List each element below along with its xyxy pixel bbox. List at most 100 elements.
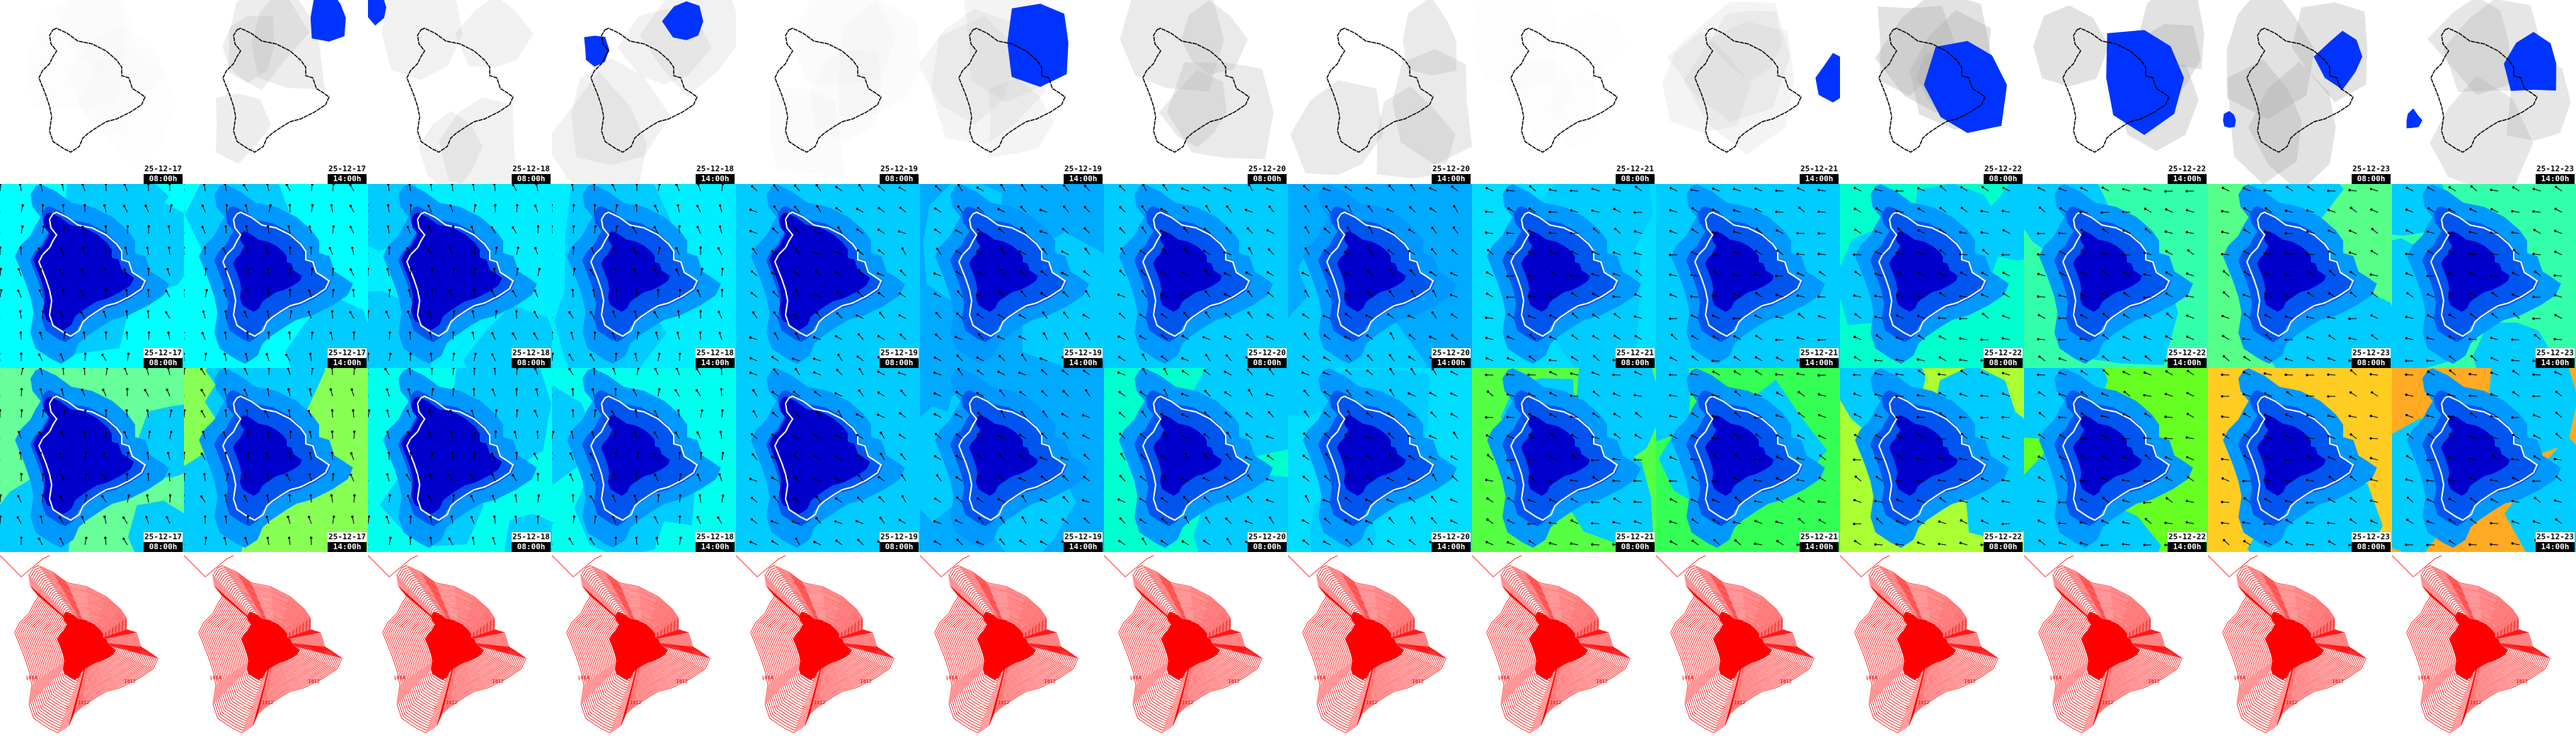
pressure-core [1161, 611, 1220, 680]
map-cell-pressure: 1014 1012 1012 [1840, 552, 2024, 736]
timestamp-time: 14:00h [2536, 542, 2575, 552]
map-cell-wind: 25-12-17 08:00h [0, 184, 184, 368]
contour-label: 1014 [945, 675, 958, 681]
wind-map [368, 184, 552, 368]
precipitation-map [552, 0, 736, 184]
precip-area [2313, 30, 2363, 90]
coastline [590, 395, 698, 522]
timestamp-date: 25-12-23 [2352, 348, 2391, 358]
pressure-contour [920, 555, 970, 577]
pressure-contour [1840, 555, 1890, 577]
timestamp: 25-12-23 14:00h [2536, 348, 2575, 368]
timestamp-date: 25-12-19 [1064, 348, 1103, 358]
timestamp-date: 25-12-22 [1984, 348, 2023, 358]
wind-core [969, 415, 1038, 496]
timestamp-time: 14:00h [1064, 358, 1103, 368]
map-cell-gusts: 25-12-20 14:00h [1288, 368, 1472, 552]
pressure-core [2081, 611, 2140, 680]
timestamp: 25-12-19 14:00h [1064, 348, 1103, 368]
coastline [1694, 28, 1802, 153]
timestamp-date: 25-12-23 [2536, 164, 2575, 174]
wind-map [1472, 184, 1656, 368]
contour-label: 1012 [1596, 679, 1608, 684]
pressure-core [2449, 611, 2508, 680]
coastline [2062, 211, 2170, 338]
coastline [1878, 395, 1986, 522]
wind-core [2073, 415, 2142, 496]
timestamp-date: 25-12-23 [2352, 164, 2391, 174]
map-cell-pressure: 1014 1012 1012 [368, 552, 552, 736]
map-cell-gusts: 25-12-19 08:00h [736, 368, 920, 552]
timestamp-time: 08:00h [880, 542, 919, 552]
coastline [406, 211, 514, 338]
pressure-core [1713, 611, 1772, 680]
pressure-contour [552, 555, 602, 577]
coastline [1142, 28, 1250, 153]
timestamp: 25-12-18 08:00h [512, 164, 551, 184]
timestamp: 25-12-22 14:00h [2168, 164, 2207, 184]
contour-label: 1014 [1129, 675, 1142, 681]
timestamp-time: 14:00h [696, 542, 735, 552]
wind-map [184, 184, 368, 368]
map-cell-pressure: 1014 1012 1012 [920, 552, 1104, 736]
wind-core [33, 396, 134, 514]
map-cell-wind: 25-12-22 08:00h [1840, 184, 2024, 368]
wind-arrows [920, 184, 1091, 362]
wind-core [2441, 415, 2510, 496]
coastline [1510, 211, 1618, 338]
contour-label: 1012 [1734, 700, 1746, 706]
contour-label: 1014 [1865, 675, 1878, 681]
timestamp-date: 25-12-22 [2168, 164, 2207, 174]
pressure-map: 1014 1012 1012 [1656, 555, 1815, 733]
map-cell-wind: 25-12-18 08:00h [368, 184, 552, 368]
timestamp: 25-12-22 08:00h [1984, 532, 2023, 552]
wind-arrows [184, 184, 357, 362]
timestamp: 25-12-21 08:00h [1616, 164, 1655, 184]
timestamp: 25-12-21 14:00h [1800, 532, 1839, 552]
timestamp-date: 25-12-20 [1432, 348, 1471, 358]
wind-map [552, 184, 736, 368]
timestamp-date: 25-12-19 [880, 532, 919, 542]
timestamp-time: 08:00h [512, 174, 551, 184]
gusts-map [2024, 368, 2208, 552]
timestamp-time: 14:00h [1800, 542, 1839, 552]
pressure-map: 1014 1012 1012 [2208, 555, 2367, 733]
contour-label: 1012 [2148, 679, 2160, 684]
cloud-shading [381, 0, 534, 184]
wind-map [2024, 184, 2208, 368]
pressure-contours [2406, 565, 2551, 733]
cloud-shading [1662, 1, 1795, 155]
coastline [774, 28, 882, 153]
gusts-map [736, 368, 920, 552]
contour-label: 1012 [1182, 700, 1194, 706]
map-cell-precipitation: 25-12-18 08:00h [368, 0, 552, 184]
wind-core [1337, 415, 1406, 496]
timestamp-date: 25-12-19 [880, 348, 919, 358]
timestamp-date: 25-12-17 [144, 164, 183, 174]
map-cell-precipitation: 25-12-22 14:00h [2024, 0, 2208, 184]
precip-area [1007, 4, 1069, 87]
timestamp: 25-12-19 14:00h [1064, 532, 1103, 552]
timestamp: 25-12-23 08:00h [2352, 164, 2391, 184]
wind-arrows [2392, 185, 2563, 362]
timestamp-date: 25-12-18 [512, 164, 551, 174]
map-cell-gusts: 25-12-19 14:00h [920, 368, 1104, 552]
pressure-map: 1014 1012 1012 [552, 555, 711, 733]
precipitation-map [0, 0, 184, 184]
pressure-map: 1014 1012 1012 [0, 555, 159, 733]
timestamp-date: 25-12-17 [328, 348, 367, 358]
timestamp-time: 08:00h [144, 542, 183, 552]
contour-label: 1012 [1550, 700, 1562, 706]
coastline [2430, 395, 2538, 522]
precipitation-map [1472, 0, 1656, 184]
pressure-map: 1014 1012 1012 [1840, 555, 1999, 733]
contour-label: 1014 [2049, 675, 2062, 681]
wind-arrows [1288, 184, 1459, 362]
coastline [222, 395, 330, 522]
precipitation-map [184, 0, 368, 184]
timestamp: 25-12-20 14:00h [1432, 348, 1471, 368]
pressure-contour [2392, 555, 2442, 577]
timestamp-time: 08:00h [2352, 542, 2391, 552]
wind-core [1153, 231, 1222, 312]
